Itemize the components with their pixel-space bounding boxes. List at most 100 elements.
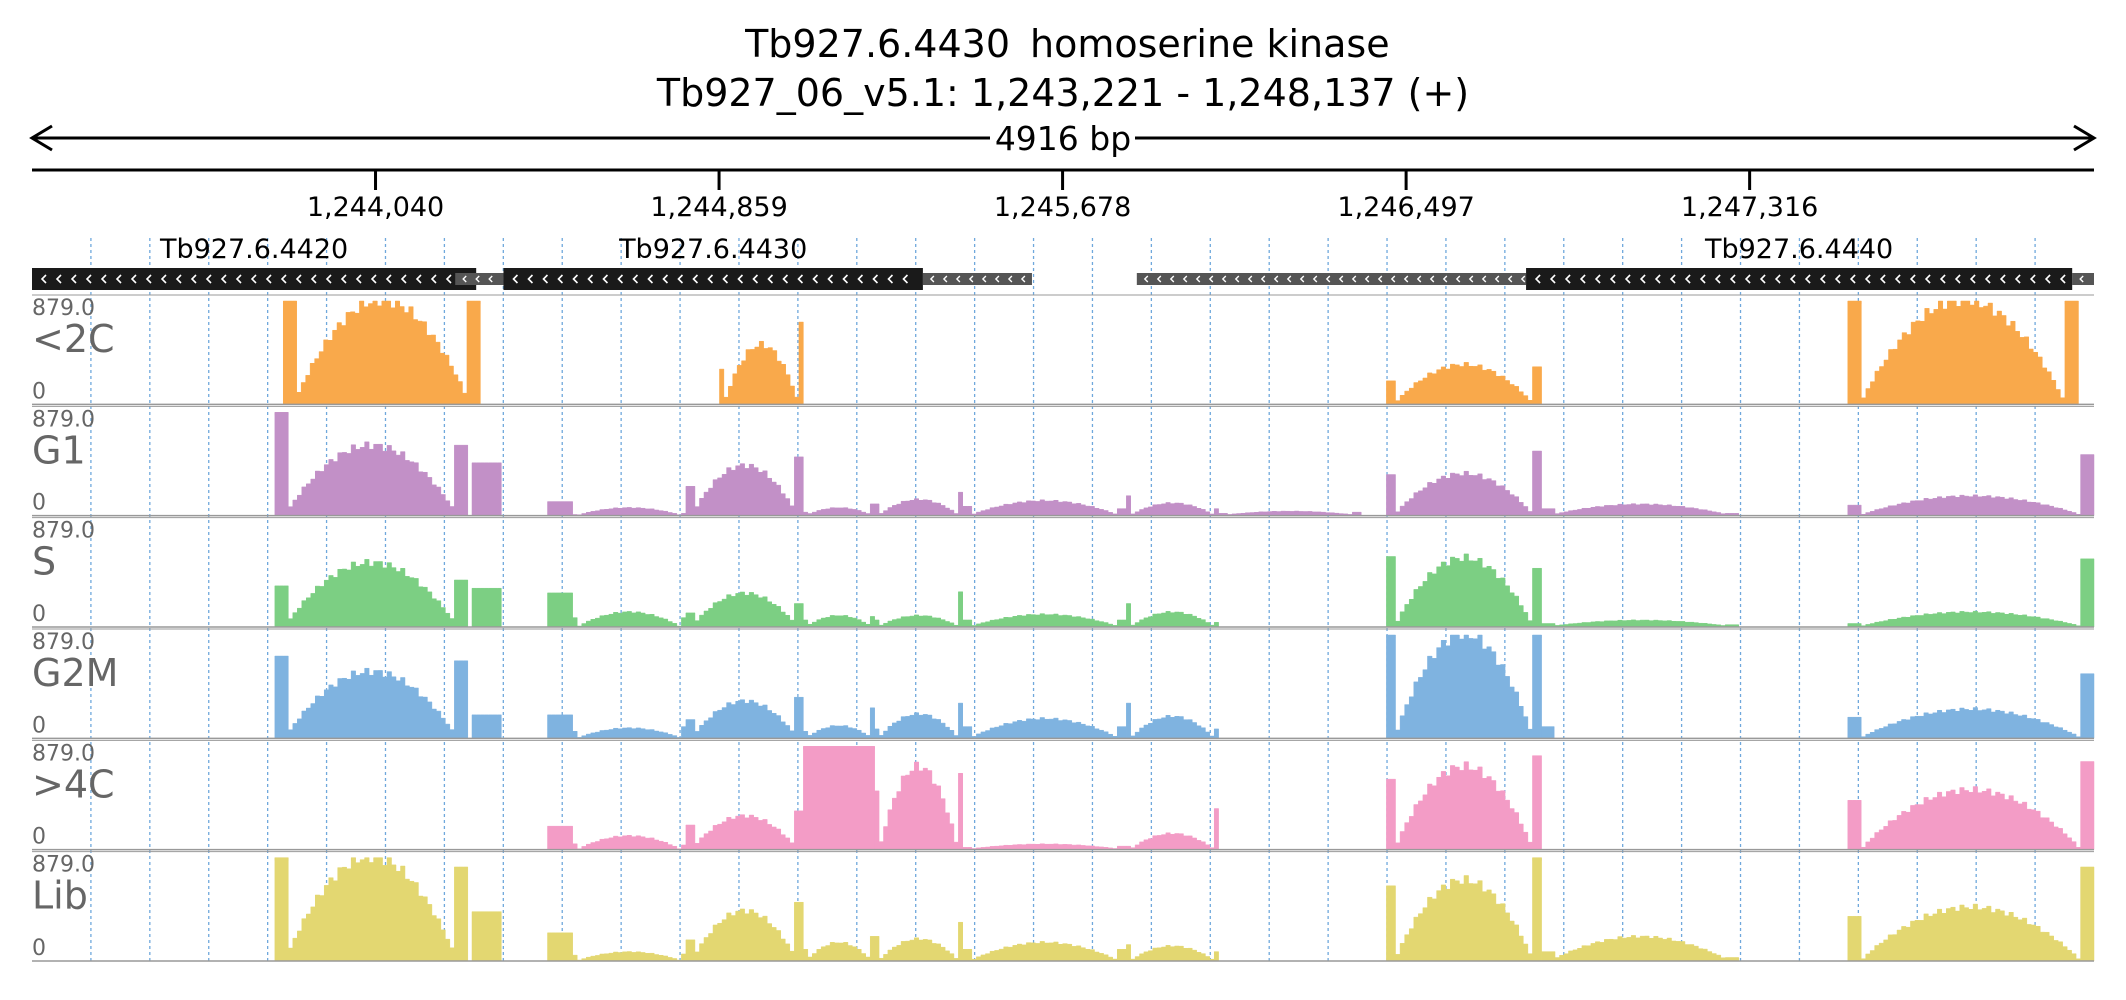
strand-chevron: [512, 274, 519, 284]
coverage-area: [547, 714, 573, 739]
strand-chevron: [1364, 275, 1370, 283]
track-name: G2M: [32, 651, 118, 695]
strand-chevron: [1984, 274, 1991, 284]
gene-body: [32, 268, 477, 290]
strand-chevron: [145, 274, 152, 284]
gene-model: Tb927.6.4430: [455, 234, 1032, 290]
strand-chevron: [310, 274, 317, 284]
strand-chevron: [677, 274, 684, 284]
coverage-area: [274, 412, 469, 516]
strand-chevron: [692, 274, 699, 284]
strand-chevron: [1789, 274, 1796, 284]
coverage-area: [1541, 503, 1739, 516]
strand-chevron: [1729, 274, 1736, 284]
strand-chevron: [1390, 275, 1396, 283]
strand-chevron: [1714, 274, 1721, 284]
strand-chevron: [617, 274, 624, 284]
strand-chevron: [955, 275, 961, 283]
strand-chevron: [722, 274, 729, 284]
gene-model: Tb927.6.4420: [32, 234, 498, 290]
coverage-area: [874, 702, 964, 739]
y-max-label: 879.0: [32, 630, 95, 655]
coverage-area: [1386, 857, 1542, 962]
strand-chevron: [1455, 275, 1461, 283]
coverage-area: [572, 951, 687, 962]
coverage-track: 879.0 0 <2C: [32, 294, 2094, 406]
strand-chevron: [370, 274, 377, 284]
coverage-area: [274, 857, 469, 962]
strand-chevron: [968, 275, 974, 283]
strand-chevron: [1169, 275, 1175, 283]
strand-chevron: [1143, 275, 1149, 283]
strand-chevron: [602, 274, 609, 284]
strand-chevron: [942, 275, 948, 283]
strand-chevron: [2014, 274, 2021, 284]
strand-chevron: [1416, 275, 1422, 283]
strand-chevron: [190, 274, 197, 284]
strand-chevron: [1286, 275, 1292, 283]
coverage-area: [547, 932, 573, 962]
strand-chevron: [1208, 275, 1214, 283]
axis-tick-label: 1,245,678: [994, 192, 1131, 223]
coverage-area: [685, 696, 804, 739]
strand-chevron: [55, 274, 62, 284]
gene-body: [503, 268, 923, 290]
gene-model: Tb927.6.4440: [1136, 234, 2094, 290]
gene-utr: [1136, 273, 1527, 285]
track-name: S: [32, 540, 56, 584]
strand-chevron: [265, 274, 272, 284]
coverage-area: [1218, 510, 1362, 516]
strand-chevron: [632, 274, 639, 284]
strand-chevron: [1834, 274, 1841, 284]
coverage-area: [471, 587, 502, 628]
gene-utr: [2072, 273, 2094, 285]
strand-chevron: [1654, 274, 1661, 284]
coverage-area: [874, 491, 964, 516]
y-max-label: 879.0: [32, 407, 95, 432]
coverage-area: [1126, 495, 1219, 516]
coverage-area: [1386, 450, 1542, 516]
coverage-area: [1847, 866, 2095, 962]
strand-chevron: [647, 274, 654, 284]
strand-chevron: [902, 274, 909, 284]
coverage-area: [685, 456, 804, 516]
gene-utr: [922, 273, 1032, 285]
strand-chevron: [1639, 274, 1646, 284]
coverage-track: 879.0 0 Lib: [32, 851, 2095, 962]
strand-chevron: [1299, 275, 1305, 283]
location-label: Tb927_06_v5.1: 1,243,221 - 1,248,137 (+): [656, 71, 1469, 115]
strand-chevron: [1260, 275, 1266, 283]
coverage-area: [572, 726, 687, 739]
strand-chevron: [400, 274, 407, 284]
span-label: 4916 bp: [995, 119, 1131, 158]
axis-tick-label: 1,244,859: [650, 192, 787, 223]
strand-chevron: [280, 274, 287, 284]
strand-chevron: [462, 275, 467, 283]
y-min-label: 0: [32, 491, 46, 516]
strand-chevron: [1468, 275, 1474, 283]
strand-chevron: [872, 274, 879, 284]
coverage-area: [962, 941, 1127, 962]
strand-chevron: [929, 275, 935, 283]
y-max-label: 879.0: [32, 741, 95, 766]
strand-chevron: [797, 274, 804, 284]
strand-chevron: [2059, 274, 2066, 284]
gene-label: Tb927.6.4420: [159, 234, 348, 265]
strand-chevron: [1442, 275, 1448, 283]
coverage-area: [274, 655, 469, 739]
strand-chevron: [325, 274, 332, 284]
coverage-area: [803, 746, 875, 850]
strand-chevron: [85, 274, 92, 284]
strand-chevron: [1549, 274, 1556, 284]
strand-chevron: [250, 274, 257, 284]
strand-chevron: [415, 274, 422, 284]
strand-chevron: [1020, 275, 1026, 283]
strand-chevron: [40, 274, 47, 284]
strand-chevron: [827, 274, 834, 284]
strand-chevron: [1156, 275, 1162, 283]
coverage-area: [874, 921, 964, 962]
coverage-area: [685, 810, 804, 850]
strand-chevron: [1924, 274, 1931, 284]
strand-chevron: [1007, 275, 1013, 283]
coverage-area: [547, 501, 573, 516]
